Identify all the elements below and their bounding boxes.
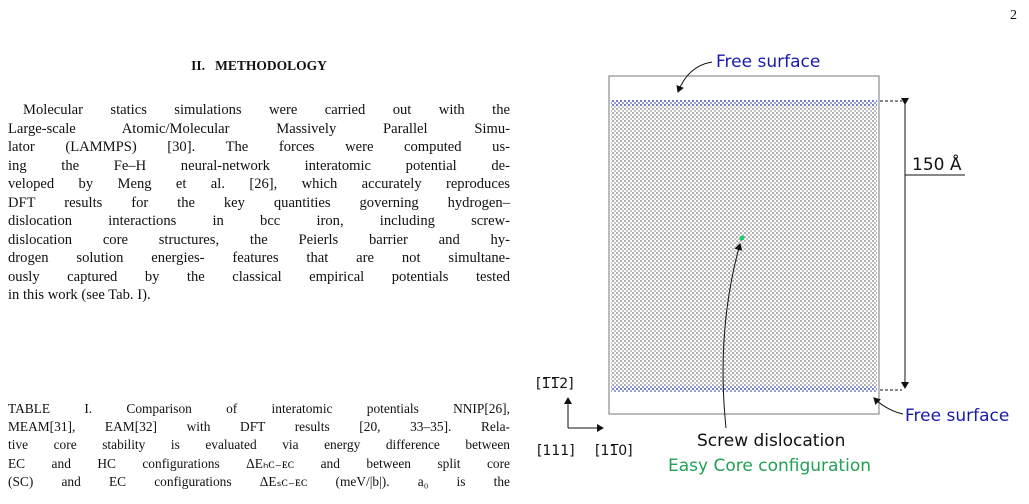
- axis-label: [11̅0]: [595, 443, 633, 459]
- text-line: drogen solution energies- features that …: [8, 250, 510, 266]
- text-line: DFT results for the key quantities gover…: [8, 194, 510, 211]
- arrow: [722, 243, 743, 429]
- text-line: MEAM[31], EAM[32] with DFT results [20, …: [8, 419, 510, 435]
- text-line: (SC) and EC configurations ΔEₛᴄ₋ᴇᴄ (meV/…: [8, 473, 510, 489]
- text-line: in this work (see Tab. I).: [8, 287, 151, 303]
- text-line: EC and HC configurations ΔEₕᴄ₋ᴇᴄ and bet…: [8, 455, 510, 471]
- label: Screw dislocation: [697, 431, 845, 451]
- label: Free surface: [905, 406, 1009, 426]
- arrow: [676, 61, 713, 93]
- label: 150 Å: [912, 153, 962, 175]
- text-line: Large-scale Atomic/Molecular Massively P…: [8, 120, 510, 137]
- text-line: tive core stability is evaluated via ene…: [8, 437, 510, 453]
- surface-atoms: [611, 100, 877, 106]
- text-line: TABLE I. Comparison of interatomic poten…: [8, 401, 510, 416]
- text-line: ously captured by the classical empirica…: [8, 268, 510, 285]
- atoms: [611, 100, 877, 392]
- dislocation-core: [739, 235, 745, 241]
- text-line: dislocation core structures, the Peierls…: [8, 231, 510, 248]
- text-line: lator (LAMMPS) [30]. The forces were com…: [8, 139, 510, 155]
- surface-atoms: [611, 386, 877, 392]
- cell-box: [608, 75, 880, 415]
- arrow: [873, 397, 904, 415]
- text-line: ing the Fe–H neural-network interatomic …: [8, 157, 510, 174]
- text-line: dislocation interactions in bcc iron, in…: [8, 213, 510, 229]
- label: Easy Core configuration: [668, 456, 871, 476]
- axis-label: [111]: [537, 443, 575, 459]
- section-heading: II. METHODOLOGY: [191, 58, 327, 73]
- label: Free surface: [716, 52, 820, 72]
- axis-label: [1̅1̅2]: [536, 376, 574, 392]
- text-line: veloped by Meng et al. [26], which accur…: [8, 176, 510, 192]
- text-line: Molecular statics simulations were carri…: [23, 102, 510, 118]
- page-number: 2: [1010, 8, 1017, 23]
